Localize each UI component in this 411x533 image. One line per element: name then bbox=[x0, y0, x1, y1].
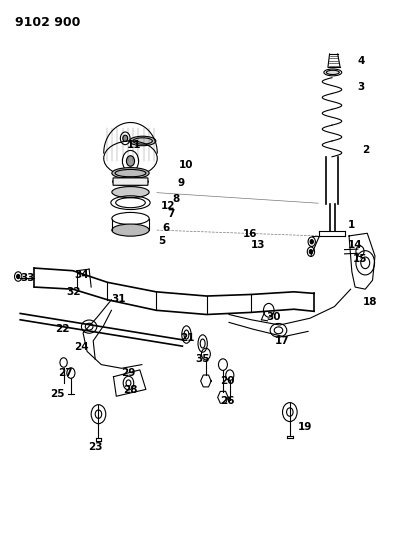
Ellipse shape bbox=[326, 70, 339, 75]
Text: 6: 6 bbox=[162, 223, 169, 233]
Text: 14: 14 bbox=[348, 240, 363, 251]
Text: 31: 31 bbox=[111, 294, 126, 304]
Text: 35: 35 bbox=[195, 354, 210, 364]
Text: 10: 10 bbox=[179, 160, 193, 169]
Text: 21: 21 bbox=[180, 333, 194, 343]
Ellipse shape bbox=[129, 136, 156, 146]
Circle shape bbox=[123, 135, 128, 141]
Circle shape bbox=[127, 156, 134, 166]
FancyBboxPatch shape bbox=[113, 178, 148, 185]
Ellipse shape bbox=[112, 187, 149, 198]
Ellipse shape bbox=[112, 167, 149, 179]
Text: 22: 22 bbox=[55, 324, 70, 334]
Circle shape bbox=[310, 240, 313, 244]
Text: 13: 13 bbox=[251, 240, 266, 251]
Text: 28: 28 bbox=[123, 385, 138, 395]
Text: 27: 27 bbox=[58, 368, 73, 378]
Circle shape bbox=[309, 249, 312, 254]
Text: 23: 23 bbox=[88, 442, 102, 452]
Text: 4: 4 bbox=[357, 56, 365, 66]
Text: 18: 18 bbox=[363, 297, 377, 308]
Text: 26: 26 bbox=[220, 396, 234, 406]
Text: 12: 12 bbox=[161, 201, 175, 211]
Text: 5: 5 bbox=[159, 236, 166, 246]
Text: 32: 32 bbox=[67, 287, 81, 297]
Text: 7: 7 bbox=[167, 209, 175, 219]
Text: 15: 15 bbox=[352, 254, 367, 264]
Text: 29: 29 bbox=[121, 368, 136, 378]
Text: 30: 30 bbox=[266, 312, 281, 321]
Text: 16: 16 bbox=[242, 229, 257, 239]
Text: 11: 11 bbox=[127, 140, 142, 150]
Text: 17: 17 bbox=[275, 336, 290, 346]
Text: 9102 900: 9102 900 bbox=[15, 16, 80, 29]
Circle shape bbox=[16, 274, 20, 279]
Text: 2: 2 bbox=[362, 146, 369, 156]
Text: 33: 33 bbox=[20, 273, 35, 283]
Text: 25: 25 bbox=[50, 389, 65, 399]
Ellipse shape bbox=[112, 224, 149, 236]
Text: 9: 9 bbox=[178, 178, 185, 188]
Text: 1: 1 bbox=[348, 220, 355, 230]
Text: 34: 34 bbox=[74, 270, 89, 280]
Text: 19: 19 bbox=[298, 422, 312, 432]
Text: 8: 8 bbox=[172, 194, 180, 204]
Text: 3: 3 bbox=[357, 82, 365, 92]
Text: 20: 20 bbox=[221, 376, 235, 386]
Text: 24: 24 bbox=[74, 342, 89, 352]
